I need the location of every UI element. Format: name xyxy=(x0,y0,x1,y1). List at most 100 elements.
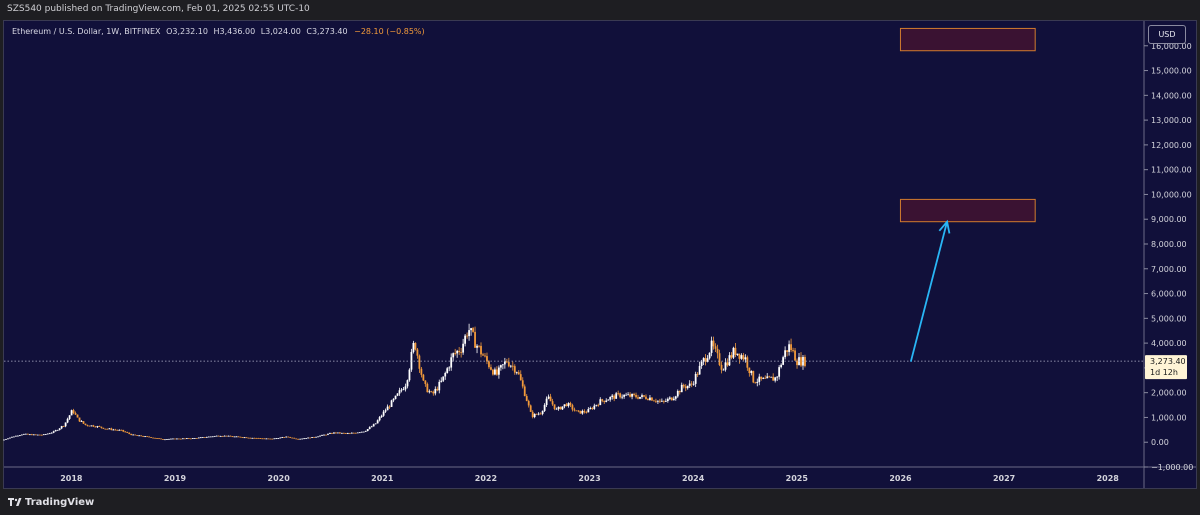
candle-body xyxy=(627,394,629,396)
candle-body xyxy=(430,391,433,393)
candle-body xyxy=(549,396,552,402)
tradingview-logo-icon[interactable] xyxy=(8,496,22,508)
candle-body xyxy=(148,436,150,438)
candle-body xyxy=(24,433,27,435)
candle-body xyxy=(26,433,29,435)
candle-body xyxy=(450,357,453,368)
candle-body xyxy=(243,437,246,439)
y-tick-label: 16,000.00 xyxy=(1151,42,1192,51)
candle-body xyxy=(164,439,166,441)
candle-body xyxy=(15,435,17,437)
candle-body xyxy=(643,395,645,397)
candle-body xyxy=(46,433,49,435)
candle-body xyxy=(392,398,395,401)
candle-body xyxy=(213,436,216,437)
candle-body xyxy=(362,431,365,433)
high-value: H3,436.00 xyxy=(213,27,256,36)
candle-body xyxy=(541,410,544,414)
y-tick-label: 8,000.00 xyxy=(1151,240,1187,249)
candle-body xyxy=(730,355,733,358)
candle-body xyxy=(426,383,429,393)
candle-body xyxy=(492,369,494,375)
candle-body xyxy=(470,328,472,331)
candle-body xyxy=(466,335,468,337)
candle-body xyxy=(386,406,389,411)
candle-body xyxy=(68,415,71,419)
y-tick-label: 14,000.00 xyxy=(1151,91,1192,100)
currency-selector[interactable]: USD xyxy=(1148,25,1186,44)
candle-body xyxy=(557,406,560,409)
candle-body xyxy=(22,433,25,435)
candle-body xyxy=(335,432,337,434)
projection-arrow-line[interactable] xyxy=(909,221,948,362)
candle-body xyxy=(382,411,385,416)
candle-body xyxy=(458,350,461,353)
symbol-title[interactable]: Ethereum / U.S. Dollar, 1W, BITFINEX xyxy=(12,27,161,36)
tradingview-brand[interactable]: TradingView xyxy=(25,497,95,508)
candle-body xyxy=(303,438,306,440)
candle-body xyxy=(366,429,369,431)
candle-body xyxy=(181,438,184,440)
candle-body xyxy=(66,418,69,423)
candle-body xyxy=(162,439,164,440)
candle-body xyxy=(134,434,137,436)
candle-body xyxy=(229,435,232,437)
target-zone-box[interactable] xyxy=(899,27,1036,52)
candle-body xyxy=(98,426,101,427)
candle-body xyxy=(539,413,542,415)
candle-body xyxy=(156,438,158,439)
candle-body xyxy=(331,433,333,434)
candle-body xyxy=(712,340,715,347)
candle-body xyxy=(790,344,792,351)
candle-body xyxy=(631,393,633,397)
candle-body xyxy=(698,365,701,375)
current-price-label: 3,273.40 xyxy=(1150,357,1186,366)
candle-body xyxy=(354,432,357,434)
y-tick-label: 2,000.00 xyxy=(1151,389,1187,398)
candle-body xyxy=(601,399,604,401)
candle-body xyxy=(309,437,311,439)
candle-body xyxy=(269,438,272,440)
candle-body xyxy=(784,350,787,358)
candle-body xyxy=(702,358,705,362)
candle-body xyxy=(183,438,186,440)
candle-body xyxy=(786,350,788,352)
candle-body xyxy=(762,377,765,379)
candle-body xyxy=(651,397,653,401)
candle-body xyxy=(593,405,596,409)
target-zone-box[interactable] xyxy=(899,198,1036,223)
candle-body xyxy=(484,355,486,357)
candle-body xyxy=(706,358,709,362)
candle-body xyxy=(533,413,536,418)
footer-bar xyxy=(0,489,1200,515)
candle-body xyxy=(118,429,121,431)
candle-body xyxy=(563,404,566,407)
candle-body xyxy=(742,355,745,360)
candle-body xyxy=(436,388,439,391)
candle-body xyxy=(780,364,783,368)
candle-body xyxy=(62,426,65,427)
candle-body xyxy=(680,384,683,393)
candle-body xyxy=(128,432,131,434)
candle-body xyxy=(7,438,9,440)
candle-body xyxy=(722,369,725,371)
candle-body xyxy=(86,424,89,426)
candle-body xyxy=(329,433,331,434)
candle-body xyxy=(505,361,508,363)
candle-body xyxy=(696,373,699,375)
candle-body xyxy=(621,396,624,398)
candle-body xyxy=(456,350,459,354)
candle-body xyxy=(54,430,57,432)
candle-body xyxy=(776,376,779,378)
chart-pane[interactable] xyxy=(3,20,1197,489)
y-tick-label: 10,000.00 xyxy=(1151,190,1192,199)
candle-body xyxy=(170,438,172,440)
x-tick-label: 2026 xyxy=(889,474,912,483)
candle-body xyxy=(172,438,174,440)
candle-body xyxy=(464,335,467,344)
candle-body xyxy=(657,400,659,402)
candle-body xyxy=(311,437,313,438)
candle-body xyxy=(573,409,576,411)
candle-body xyxy=(525,396,528,401)
